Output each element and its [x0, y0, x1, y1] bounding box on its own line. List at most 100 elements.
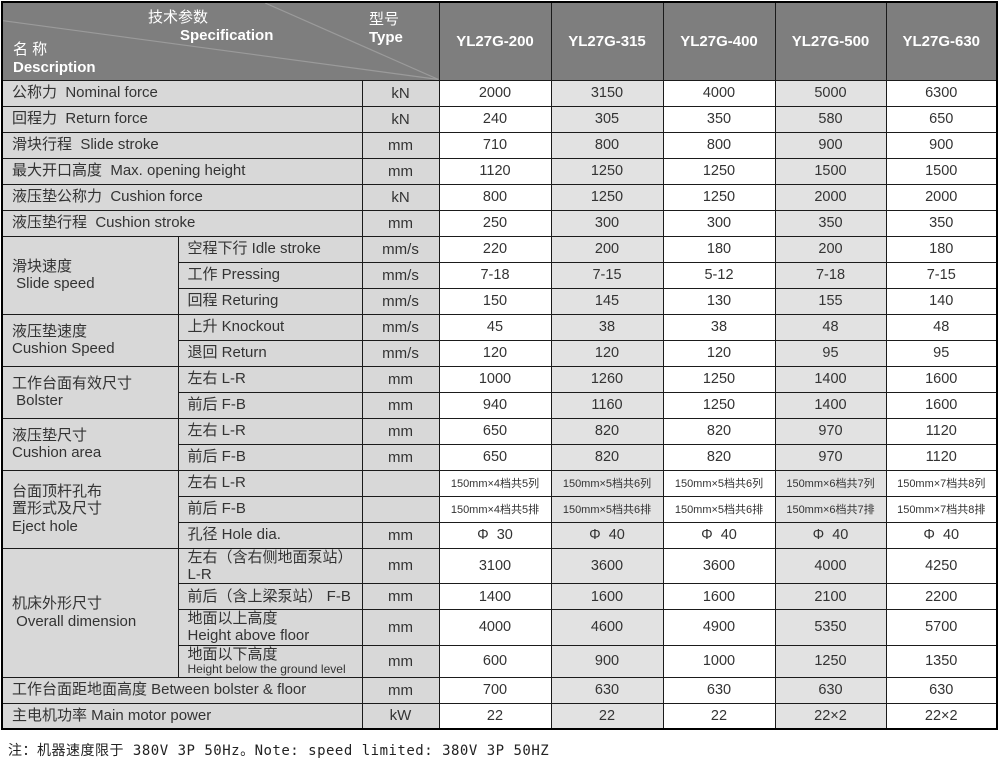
value-cell: 4250: [885, 547, 998, 584]
value-cell: 1250: [550, 183, 664, 211]
value-cell: 150mm×6档共7排: [774, 495, 887, 523]
value-cell: 2000: [885, 183, 998, 211]
value-cell: 1160: [550, 391, 664, 419]
unit-cell: mm: [361, 583, 440, 610]
table-row: 滑块速度 Slide speed 空程下行 Idle stroke mm/s 220 2…: [1, 235, 998, 315]
table-row: 液压垫公称力 Cushion force kN 800 1250 1250 2000 200…: [1, 183, 998, 211]
value-cell: 1000: [438, 365, 552, 393]
value-cell: Φ 40: [774, 521, 887, 549]
value-cell: 580: [774, 105, 887, 133]
value-cell: 1600: [885, 391, 998, 419]
unit-cell: mm: [361, 521, 440, 549]
value-cell: 180: [885, 235, 998, 263]
diagonal-divider-lines: [3, 3, 438, 79]
value-cell: 4000: [662, 79, 776, 107]
value-cell: 120: [550, 339, 664, 367]
value-cell: 650: [438, 417, 552, 445]
row-label: 液压垫行程 Cushion stroke: [1, 209, 363, 237]
value-cell: 120: [438, 339, 552, 367]
value-cell: 350: [662, 105, 776, 133]
row-label: 最大开口高度 Max. opening height: [1, 157, 363, 185]
value-cell: 1250: [774, 644, 887, 678]
footnote: 注：机器速度限于 380V 3P 50Hz。Note: speed limite…: [8, 743, 550, 759]
value-cell: 630: [774, 676, 887, 704]
table-row: 台面顶杆孔布 置形式及尺寸 Eject hole 左右 L-R 150mm×4档共5列 1…: [1, 469, 998, 549]
value-cell: 4000: [438, 609, 552, 646]
row-sub-label: 地面以上高度 Height above floor: [177, 609, 363, 646]
table-row: 前后 F-B mm 940 1160 1250 1400 1600: [2, 391, 998, 419]
value-cell: 940: [438, 391, 552, 419]
unit-cell: kN: [361, 79, 440, 107]
value-cell: 48: [774, 313, 887, 341]
value-cell: 4900: [662, 609, 776, 646]
value-cell: Φ 30: [438, 521, 552, 549]
value-cell: 22×2: [774, 702, 887, 730]
value-cell: 1600: [550, 583, 664, 610]
value-cell: 1400: [774, 365, 887, 393]
value-cell: Φ 40: [885, 521, 998, 549]
value-cell: 1120: [885, 417, 998, 445]
table-header: 技术参数 Specification 名 称 Description 型号 Type …: [1, 1, 998, 81]
row-sub-label: 左右 L-R: [177, 365, 363, 393]
value-cell: 7-15: [550, 261, 664, 289]
value-cell: Φ 40: [550, 521, 664, 549]
value-cell: 2000: [774, 183, 887, 211]
value-cell: 1260: [550, 365, 664, 393]
value-cell: Φ 40: [662, 521, 776, 549]
row-group-label: 滑块速度 Slide speed: [1, 235, 179, 315]
value-cell: 900: [550, 644, 664, 678]
value-cell: 1500: [885, 157, 998, 185]
value-cell: 150: [438, 287, 552, 315]
value-cell: 3100: [438, 547, 552, 584]
unit-cell: kN: [361, 105, 440, 133]
table-row: 工作 Pressing mm/s 7-18 7-15 5-12 7-18 7-15: [2, 261, 998, 289]
row-label: 滑块行程 Slide stroke: [1, 131, 363, 159]
table-row: 滑块行程 Slide stroke mm 710 800 800 900 900: [1, 131, 998, 159]
value-cell: 1000: [662, 644, 776, 678]
value-cell: 820: [550, 443, 664, 471]
unit-cell: mm: [361, 644, 440, 678]
value-cell: 1350: [885, 644, 998, 678]
value-cell: 38: [550, 313, 664, 341]
row-sub-label: 前后 F-B: [177, 495, 363, 523]
value-cell: 7-18: [774, 261, 887, 289]
value-cell: 45: [438, 313, 552, 341]
value-cell: 240: [438, 105, 552, 133]
value-cell: 650: [438, 443, 552, 471]
header-corner-cell: 技术参数 Specification 名 称 Description 型号 Type: [1, 1, 440, 81]
unit-cell: mm/s: [361, 287, 440, 315]
unit-cell: mm: [361, 131, 440, 159]
value-cell: 1120: [438, 157, 552, 185]
unit-cell: [361, 495, 440, 523]
value-cell: 155: [774, 287, 887, 315]
row-group-label: 液压垫尺寸 Cushion area: [1, 417, 179, 471]
value-cell: 5350: [774, 609, 887, 646]
value-cell: 150mm×4档共5排: [438, 495, 552, 523]
value-cell: 250: [438, 209, 552, 237]
value-cell: 22: [550, 702, 664, 730]
value-cell: 200: [774, 235, 887, 263]
unit-cell: kW: [361, 702, 440, 730]
row-group-label: 工作台面有效尺寸 Bolster: [1, 365, 179, 419]
value-cell: 710: [438, 131, 552, 159]
row-sub-label: 空程下行 Idle stroke: [177, 235, 363, 263]
table-row: 地面以下高度 Height below the ground level mm 600…: [2, 644, 998, 678]
unit-cell: mm: [361, 609, 440, 646]
row-label: 工作台面距地面高度 Between bolster & floor: [1, 676, 363, 704]
value-cell: 1250: [662, 365, 776, 393]
row-sub-label: 前后 F-B: [177, 391, 363, 419]
model-column-header: YL27G-630: [885, 1, 998, 81]
value-cell: 300: [662, 209, 776, 237]
value-cell: 3150: [550, 79, 664, 107]
value-cell: 970: [774, 443, 887, 471]
type-header-label: 型号 Type: [369, 11, 403, 46]
value-cell: 150mm×5档共6排: [550, 495, 664, 523]
value-cell: 4000: [774, 547, 887, 584]
unit-cell: mm: [361, 676, 440, 704]
row-label: 主电机功率 Main motor power: [1, 702, 363, 730]
value-cell: 3600: [662, 547, 776, 584]
unit-cell: mm/s: [361, 313, 440, 341]
row-sub-label: 地面以下高度 Height below the ground level: [177, 644, 363, 678]
value-cell: 220: [438, 235, 552, 263]
